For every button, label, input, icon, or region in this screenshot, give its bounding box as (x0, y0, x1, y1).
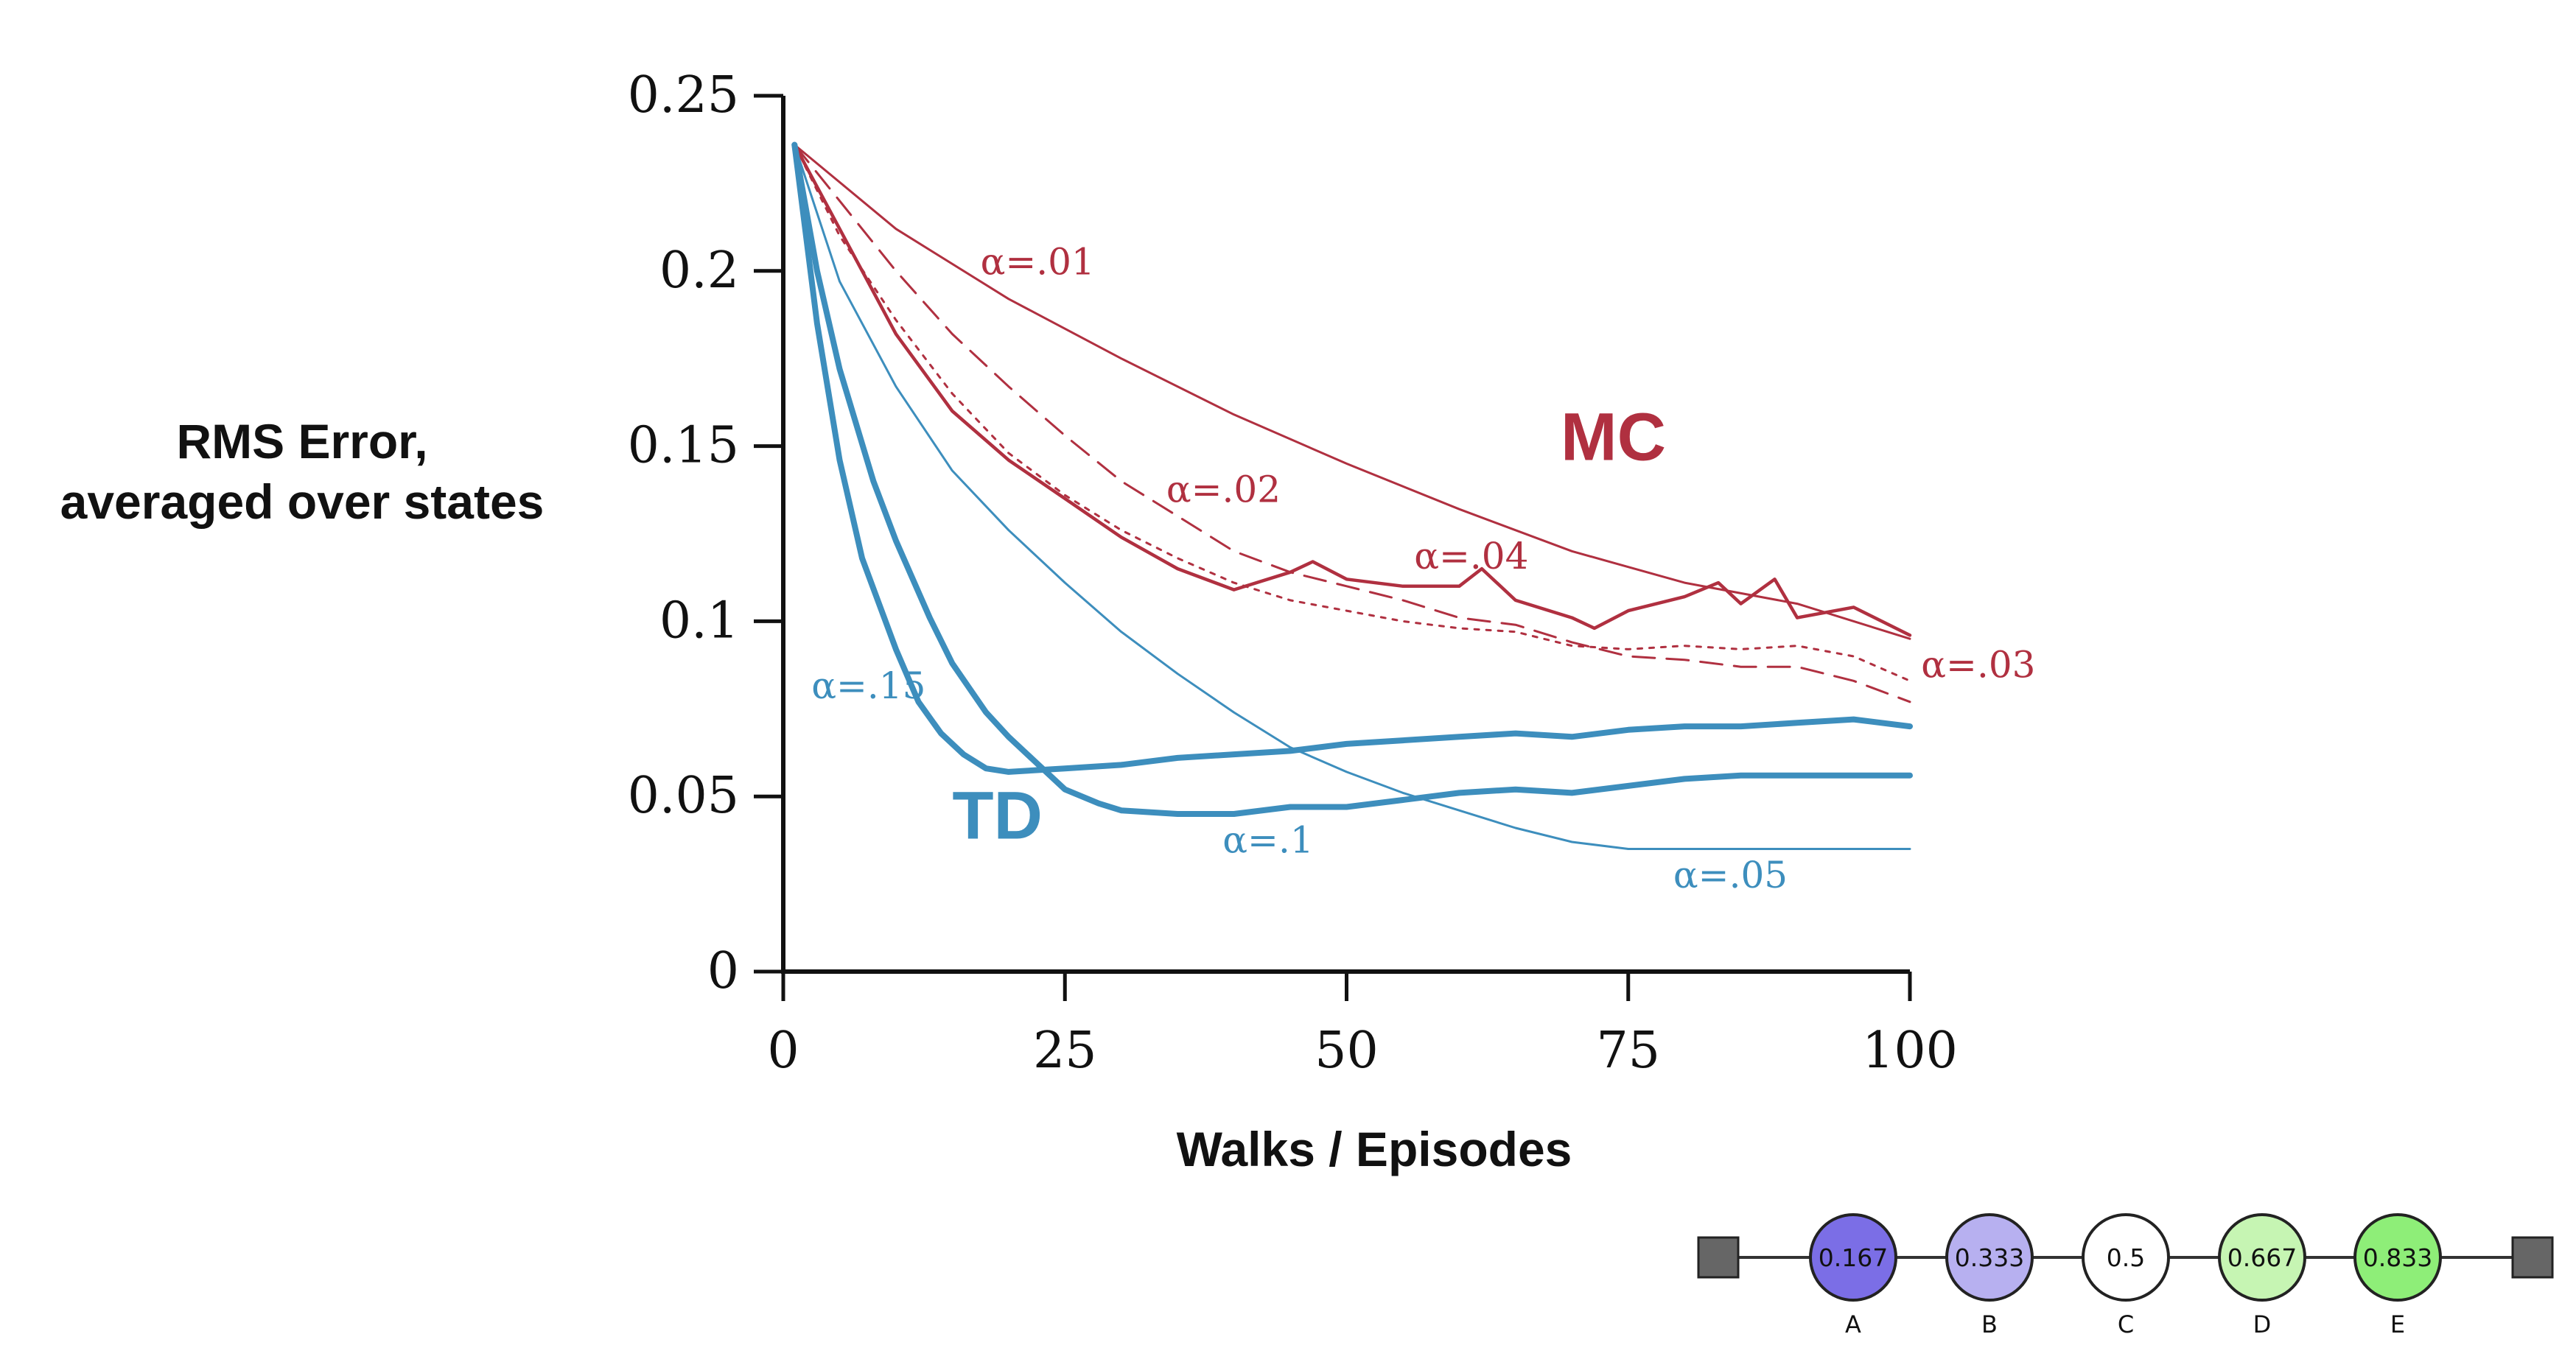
series-label-4: α=.05 (1673, 854, 1788, 896)
series-label-3: α=.04 (1414, 535, 1528, 578)
series-line-1 (793, 144, 1911, 703)
walk-node-letter-C: C (2118, 1310, 2134, 1338)
left-terminal-square (1697, 1236, 1740, 1279)
x-axis-label: Walks / Episodes (1177, 1122, 1572, 1176)
walk-node-D (2218, 1213, 2306, 1302)
random-walk-diagram: 0.167 A 0.333 B 0.5 C 0.667 D 0.833 E (1697, 1213, 2554, 1338)
group-label-td: TD (952, 778, 1043, 853)
y-tick-label-1: 0.05 (628, 767, 739, 825)
walk-node-value-D: 0.667 (2227, 1243, 2297, 1272)
walk-node-B (1945, 1213, 2034, 1302)
x-tick-label-0: 0 (767, 1022, 799, 1080)
x-tick-label-3: 75 (1596, 1022, 1660, 1080)
series-label-2: α=.03 (1921, 643, 2035, 686)
y-tick-label-0: 0 (707, 942, 739, 1000)
group-label-mc: MC (1561, 400, 1666, 475)
y-axis-label-line-1: RMS Error, (176, 414, 427, 468)
series-layer (791, 141, 1913, 850)
y-tick-label-3: 0.15 (628, 417, 739, 475)
x-tick-label-1: 25 (1033, 1022, 1097, 1080)
labels-layer: α=.01 α=.02 α=.03 α=.04 α=.05 α=.1 α=.15 MC TD (811, 241, 2035, 896)
series-line-6 (791, 141, 1913, 775)
walk-node-letter-E: E (2390, 1310, 2405, 1338)
series-line-0 (793, 144, 1911, 640)
series-line-5 (791, 141, 1913, 817)
walk-node-E (2353, 1213, 2442, 1302)
series-line-3 (793, 143, 1912, 637)
y-axis-label: RMS Error, averaged over states (60, 414, 545, 529)
walk-node-letter-D: D (2253, 1310, 2272, 1338)
walk-node-value-B: 0.333 (1955, 1243, 2024, 1272)
walk-node-C (2082, 1213, 2170, 1302)
series-label-5: α=.1 (1222, 818, 1313, 861)
walk-node-value-E: 0.833 (2363, 1243, 2432, 1272)
walk-node-A (1809, 1213, 1897, 1302)
axes: 0 0.05 0.1 0.15 0.2 0.25 0 25 50 75 100 (628, 66, 1958, 1080)
walk-node-letter-B: B (1981, 1310, 1998, 1338)
series-line-2 (793, 144, 1911, 682)
series-label-1: α=.02 (1166, 468, 1281, 511)
y-tick-label-4: 0.2 (659, 242, 739, 300)
y-tick-label-2: 0.1 (659, 591, 739, 650)
series-line-4 (793, 144, 1911, 850)
series-label-0: α=.01 (981, 241, 1095, 284)
y-tick-label-5: 0.25 (628, 66, 739, 124)
walk-node-letter-A: A (1845, 1310, 1861, 1338)
x-tick-label-4: 100 (1862, 1022, 1958, 1080)
right-terminal-square (2511, 1236, 2554, 1279)
x-tick-label-2: 50 (1315, 1022, 1379, 1080)
y-axis-label-line-2: averaged over states (60, 474, 545, 529)
walk-node-value-A: 0.167 (1819, 1243, 1888, 1272)
walk-node-value-C: 0.5 (2107, 1243, 2145, 1272)
series-label-6: α=.15 (811, 664, 925, 707)
